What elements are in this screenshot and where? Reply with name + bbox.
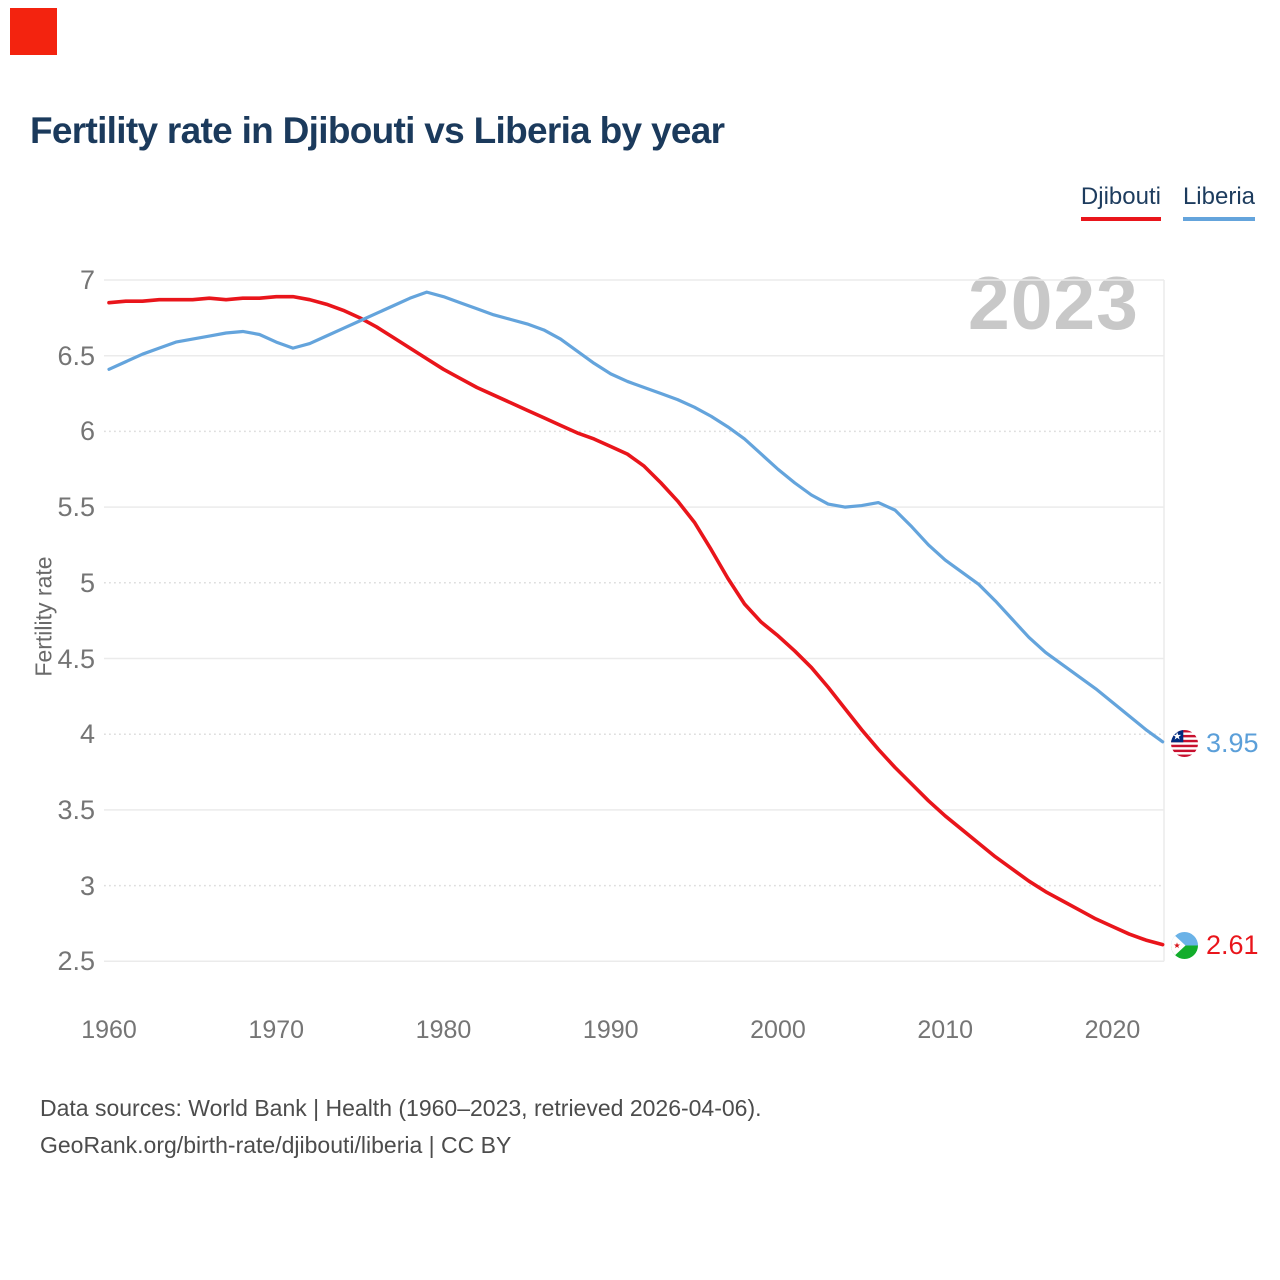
footer-data-sources: Data sources: World Bank | Health (1960–… — [40, 1095, 762, 1121]
year-watermark: 2023 — [968, 261, 1139, 345]
x-tick-label: 1970 — [248, 1016, 305, 1044]
y-tick-label: 2.5 — [57, 946, 95, 977]
page-title: Fertility rate in Djibouti vs Liberia by… — [30, 110, 725, 151]
series-line-djibouti — [107, 294, 1165, 947]
legend-item-liberia[interactable]: Liberia — [1182, 183, 1255, 221]
djibouti-flag-icon — [1171, 931, 1198, 959]
djibouti-end-value: 2.61 — [1206, 930, 1259, 960]
y-tick-label: 3.5 — [57, 794, 95, 825]
y-tick-label: 7 — [79, 265, 95, 295]
y-tick-label: 4 — [79, 719, 95, 750]
end-label-liberia: 3.95 — [1171, 729, 1259, 757]
legend: Djibouti Liberia — [1080, 183, 1255, 221]
y-tick-label: 6 — [79, 416, 95, 447]
liberia-end-value: 3.95 — [1206, 728, 1259, 758]
y-tick-label: 3 — [79, 870, 95, 901]
liberia-flag-icon — [1171, 729, 1198, 757]
footer-attribution: GeoRank.org/birth-rate/djibouti/liberia … — [40, 1132, 512, 1158]
x-tick-label: 1980 — [415, 1016, 472, 1044]
brand-square — [10, 8, 57, 55]
end-label-djibouti: 2.61 — [1171, 931, 1259, 959]
x-tick-label: 1990 — [582, 1016, 639, 1044]
x-tick-label: 2000 — [750, 1016, 806, 1044]
y-tick-label: 6.5 — [57, 340, 95, 371]
y-tick-label: 5 — [79, 567, 95, 598]
x-tick-label: 1960 — [81, 1016, 137, 1044]
series-line-liberia — [107, 290, 1165, 744]
legend-item-djibouti[interactable]: Djibouti — [1080, 183, 1161, 221]
footer: Data sources: World Bank | Health (1960–… — [40, 1090, 762, 1164]
y-tick-label: 5.5 — [57, 492, 95, 523]
x-tick-label: 2020 — [1084, 1016, 1141, 1044]
x-tick-label: 2010 — [917, 1016, 974, 1044]
y-tick-label: 4.5 — [57, 643, 95, 674]
